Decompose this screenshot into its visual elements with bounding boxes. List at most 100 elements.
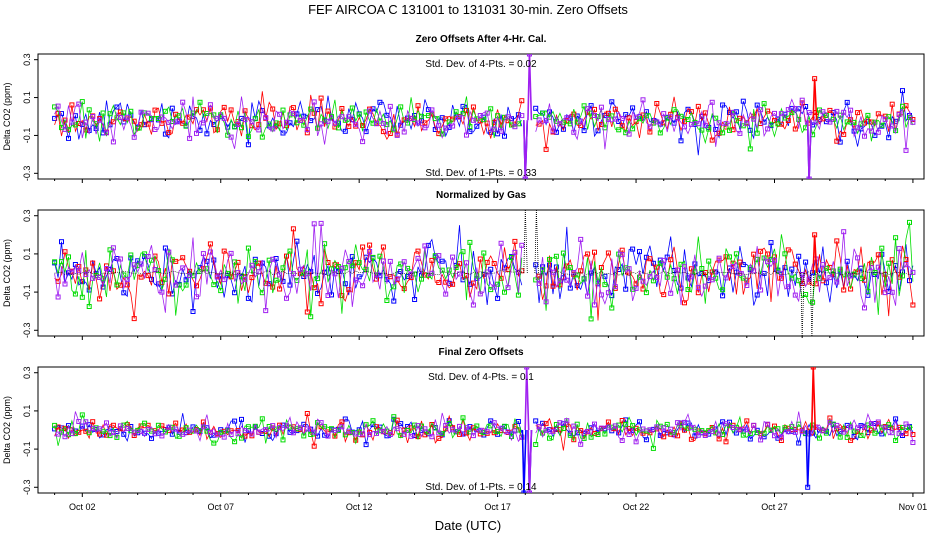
data-point — [460, 103, 466, 109]
y-tick-label: 0.3 — [22, 366, 32, 379]
data-point — [311, 221, 317, 227]
data-point — [723, 421, 729, 427]
data-point — [325, 293, 331, 298]
data-point — [204, 131, 210, 137]
data-point — [104, 420, 109, 426]
data-point — [893, 438, 899, 443]
data-point — [605, 250, 611, 256]
data-point — [470, 117, 476, 123]
data-point — [270, 423, 276, 429]
data-point — [405, 427, 411, 433]
data-point — [889, 123, 895, 129]
data-point — [550, 128, 556, 134]
data-point — [612, 284, 618, 290]
data-point — [131, 316, 137, 322]
data-point — [543, 118, 549, 124]
data-point — [654, 424, 660, 430]
data-point — [464, 260, 469, 266]
data-point — [290, 111, 296, 117]
data-point — [242, 276, 248, 282]
data-point — [62, 434, 68, 440]
data-point — [682, 124, 687, 130]
data-point — [159, 114, 165, 120]
data-point — [207, 249, 213, 255]
data-point — [664, 421, 670, 427]
data-point — [564, 115, 570, 121]
data-point — [841, 287, 847, 293]
data-point — [97, 426, 103, 432]
data-point — [637, 249, 642, 255]
data-point — [138, 109, 144, 115]
data-point — [277, 272, 283, 278]
data-point — [464, 108, 469, 113]
data-point — [152, 431, 158, 437]
data-point — [730, 260, 736, 266]
data-point — [695, 121, 701, 127]
data-point — [97, 117, 103, 123]
data-point — [69, 431, 75, 437]
data-point — [823, 265, 829, 271]
data-point — [747, 436, 753, 442]
data-point — [855, 425, 861, 431]
data-point — [754, 130, 760, 136]
data-point — [678, 138, 684, 144]
data-point — [284, 295, 289, 301]
data-point — [439, 431, 445, 437]
data-point — [121, 290, 127, 296]
data-point — [733, 430, 739, 436]
data-point — [841, 229, 847, 235]
data-point — [367, 108, 373, 114]
data-point — [439, 258, 445, 264]
data-point — [868, 265, 874, 271]
data-point — [862, 305, 867, 311]
data-point — [207, 430, 213, 435]
data-point — [571, 129, 577, 135]
spike-line — [801, 272, 805, 336]
data-point — [515, 292, 521, 298]
data-point — [751, 268, 757, 274]
data-point — [851, 428, 857, 434]
data-point — [280, 130, 286, 136]
data-point — [370, 418, 376, 424]
data-point — [86, 107, 92, 113]
panel-normalized-by-gas: Normalized by Gas Delta CO2 (ppm) -0.3 -0.1… — [2, 190, 925, 340]
data-point — [90, 425, 96, 431]
data-point — [380, 120, 386, 126]
data-point — [585, 106, 591, 112]
data-point — [868, 128, 874, 134]
data-point — [228, 107, 234, 113]
data-point — [107, 111, 113, 117]
data-point — [526, 490, 532, 493]
data-point — [834, 138, 840, 144]
spike-line — [813, 234, 818, 274]
data-point — [349, 263, 355, 269]
data-point — [682, 419, 687, 425]
data-point — [526, 54, 532, 57]
data-point — [844, 119, 850, 125]
data-point — [682, 300, 687, 306]
data-point — [571, 437, 577, 443]
data-point — [841, 429, 847, 435]
data-point — [280, 265, 286, 271]
data-point — [221, 434, 227, 440]
data-point — [52, 259, 58, 265]
data-point — [311, 429, 317, 435]
data-point — [325, 108, 331, 114]
data-point — [647, 427, 653, 433]
data-point — [308, 314, 314, 320]
data-point — [862, 424, 867, 430]
data-point — [436, 253, 442, 259]
data-point — [245, 424, 251, 430]
data-point — [173, 426, 179, 432]
data-point — [380, 428, 386, 434]
data-point — [699, 127, 705, 133]
data-point — [740, 98, 746, 104]
data-point — [342, 281, 348, 287]
data-point — [145, 110, 151, 116]
x-tick-label: Oct 12 — [346, 502, 373, 512]
data-point — [162, 108, 168, 114]
data-point — [367, 242, 373, 248]
data-point — [131, 433, 137, 438]
panel-title: Zero Offsets After 4-Hr. Cal. — [416, 34, 547, 45]
data-point — [477, 291, 483, 297]
